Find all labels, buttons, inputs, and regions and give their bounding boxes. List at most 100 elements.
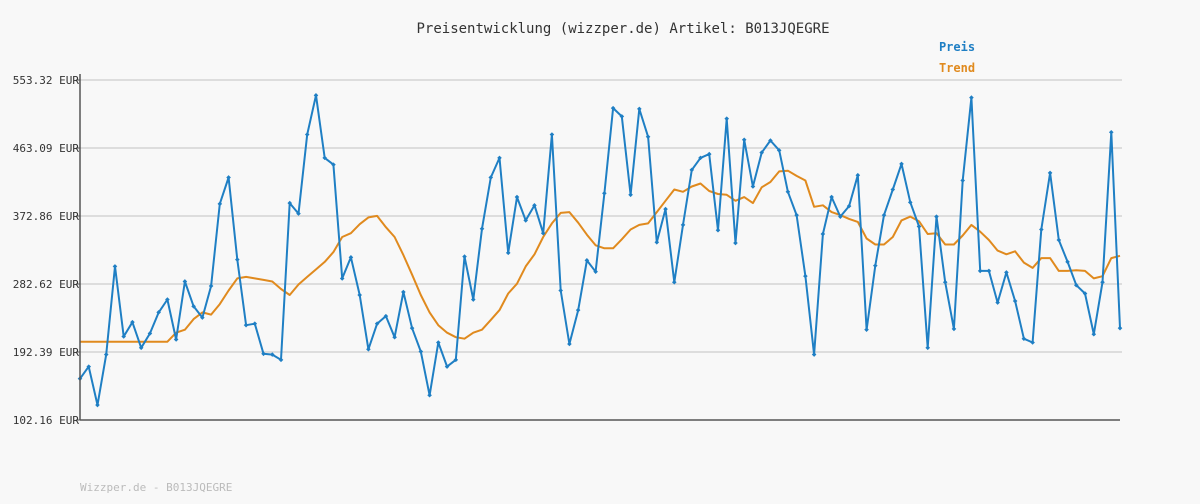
price-point (540, 230, 546, 236)
y-tick-label: 553.32 EUR (13, 74, 80, 87)
price-point (698, 155, 703, 161)
trend-line (80, 169, 1121, 343)
price-point (322, 155, 328, 161)
price-point (584, 258, 590, 263)
preis-line (79, 94, 1121, 406)
price-point (86, 364, 92, 369)
price-point (855, 172, 861, 178)
price-point (348, 255, 354, 260)
series-lines (79, 94, 1121, 406)
price-point (191, 304, 196, 309)
price-point (1074, 282, 1079, 288)
price-point (575, 307, 581, 313)
price-point (296, 211, 301, 216)
price-point (514, 194, 520, 200)
price-point (103, 352, 109, 357)
price-point (829, 194, 834, 200)
price-point (951, 326, 957, 332)
price-point (1117, 325, 1123, 331)
price-point (1082, 291, 1088, 296)
price-point (899, 161, 904, 167)
price-point (261, 351, 266, 357)
price-point (523, 218, 529, 223)
price-point (165, 297, 170, 302)
chart-footer: Wizzper.de - B013JQEGRE (80, 481, 232, 494)
price-point (208, 283, 214, 289)
price-point (436, 340, 441, 345)
price-point (226, 175, 231, 180)
price-point (427, 392, 432, 398)
price-point (488, 175, 494, 180)
price-point (217, 201, 223, 207)
price-point (811, 352, 817, 357)
price-point (977, 268, 983, 274)
price-point (453, 357, 459, 363)
price-point (663, 206, 668, 212)
price-point (969, 95, 974, 100)
price-point (1091, 331, 1097, 337)
price-point (803, 273, 808, 279)
price-point (1012, 298, 1018, 304)
price-point (654, 239, 660, 245)
price-point (304, 132, 310, 137)
price-point (462, 254, 467, 259)
price-point (383, 313, 389, 319)
price-point (1100, 279, 1105, 285)
price-point (418, 349, 424, 354)
price-point (593, 269, 598, 274)
price-point (890, 187, 896, 192)
price-point (392, 334, 397, 340)
price-point (112, 264, 118, 269)
price-point (1021, 336, 1027, 342)
price-point (1030, 340, 1035, 345)
price-point (252, 321, 258, 326)
price-point (872, 263, 878, 268)
price-point (1056, 237, 1062, 243)
price-point (121, 334, 126, 339)
y-axis-ticks: 102.16 EUR 192.39 EUR 282.62 EUR 372.86 EUR… (13, 74, 80, 427)
price-point (374, 321, 380, 326)
price-point (156, 310, 161, 315)
y-tick-label: 372.86 EUR (13, 210, 80, 223)
y-tick-label: 282.62 EUR (13, 278, 80, 291)
price-point (470, 297, 476, 302)
price-point (733, 240, 738, 246)
price-point (331, 162, 336, 167)
price-point (313, 93, 319, 98)
price-point (610, 105, 616, 111)
price-point (243, 322, 249, 328)
price-point (637, 106, 642, 112)
price-point (820, 231, 826, 237)
price-point (147, 331, 153, 336)
price-point (95, 402, 100, 408)
price-point (942, 279, 948, 285)
price-point (715, 227, 721, 233)
price-point (925, 345, 931, 351)
price-point (916, 224, 922, 229)
price-point (602, 190, 607, 196)
price-point (1047, 170, 1053, 176)
price-point (287, 200, 293, 206)
price-point (881, 212, 887, 218)
y-tick-label: 192.39 EUR (13, 346, 80, 359)
price-point (680, 222, 686, 228)
price-point (173, 337, 179, 342)
y-tick-label: 102.16 EUR (13, 414, 80, 427)
price-point (235, 257, 240, 262)
chart-title: Preisentwicklung (wizzper.de) Artikel: B… (416, 21, 829, 37)
price-point (479, 226, 485, 232)
price-point (444, 364, 450, 369)
price-point (934, 214, 939, 219)
price-point (1004, 270, 1009, 275)
price-point (401, 289, 406, 295)
price-point (706, 151, 712, 157)
price-point (750, 184, 756, 189)
price-point (671, 279, 677, 285)
price-point (366, 346, 371, 352)
price-point (567, 341, 572, 347)
price-point (776, 148, 782, 153)
price-point (759, 150, 764, 155)
price-point (785, 189, 791, 195)
price-point (741, 137, 747, 143)
